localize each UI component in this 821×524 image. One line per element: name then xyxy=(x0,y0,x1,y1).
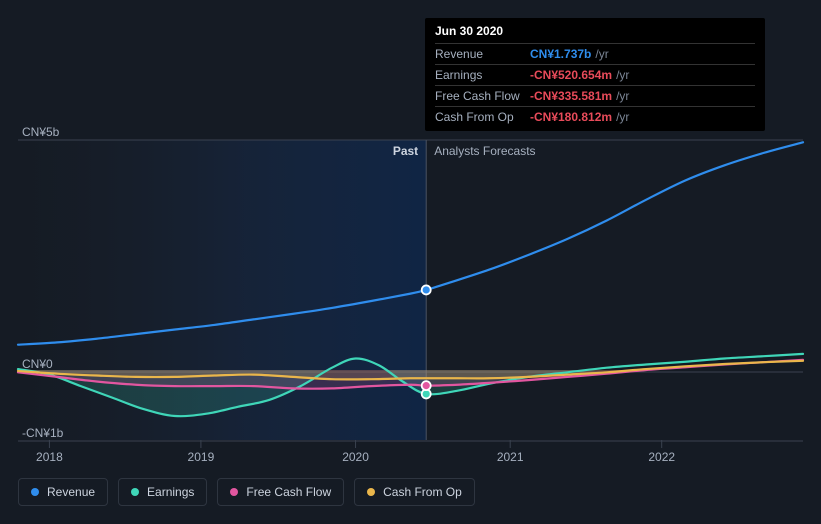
tooltip-row: Earnings-CN¥520.654m/yr xyxy=(435,65,755,86)
y-axis-label: CN¥5b xyxy=(22,125,60,139)
tooltip-row: RevenueCN¥1.737b/yr xyxy=(435,44,755,65)
legend-label: Free Cash Flow xyxy=(246,485,331,499)
tooltip-row-value: CN¥1.737b xyxy=(530,47,591,61)
series-marker-revenue xyxy=(422,285,431,294)
tooltip-row-value: -CN¥520.654m xyxy=(530,68,612,82)
y-axis-label: CN¥0 xyxy=(22,357,53,371)
forecast-chart: CN¥5b CN¥0 -CN¥1b Past Analysts Forecasts 201… xyxy=(0,0,821,524)
region-label-future: Analysts Forecasts xyxy=(434,144,535,158)
legend-label: Cash From Op xyxy=(383,485,462,499)
tooltip-row-label: Revenue xyxy=(435,47,530,61)
tooltip-row-label: Cash From Op xyxy=(435,110,530,124)
region-label-past: Past xyxy=(393,144,418,158)
tooltip-row-label: Free Cash Flow xyxy=(435,89,530,103)
legend-label: Revenue xyxy=(47,485,95,499)
tooltip-title: Jun 30 2020 xyxy=(435,24,755,44)
legend-item-cfo[interactable]: Cash From Op xyxy=(354,478,475,506)
legend-label: Earnings xyxy=(147,485,194,499)
tooltip-row-unit: /yr xyxy=(595,47,608,61)
tooltip-row-value: -CN¥335.581m xyxy=(530,89,612,103)
series-marker-fcf xyxy=(422,381,431,390)
legend-dot xyxy=(31,488,39,496)
x-axis-label: 2018 xyxy=(36,450,63,464)
x-axis-label: 2022 xyxy=(648,450,675,464)
legend-item-fcf[interactable]: Free Cash Flow xyxy=(217,478,344,506)
tooltip-row-unit: /yr xyxy=(616,68,629,82)
x-axis-label: 2019 xyxy=(188,450,215,464)
legend-item-revenue[interactable]: Revenue xyxy=(18,478,108,506)
legend-dot xyxy=(131,488,139,496)
x-axis-label: 2021 xyxy=(497,450,524,464)
legend-dot xyxy=(230,488,238,496)
legend-item-earnings[interactable]: Earnings xyxy=(118,478,207,506)
tooltip-row-label: Earnings xyxy=(435,68,530,82)
legend: Revenue Earnings Free Cash Flow Cash From O… xyxy=(18,478,475,506)
legend-dot xyxy=(367,488,375,496)
tooltip-row: Cash From Op-CN¥180.812m/yr xyxy=(435,107,755,127)
y-axis-label: -CN¥1b xyxy=(22,426,64,440)
x-axis-label: 2020 xyxy=(342,450,369,464)
chart-tooltip: Jun 30 2020 RevenueCN¥1.737b/yrEarnings-… xyxy=(425,18,765,131)
tooltip-row-value: -CN¥180.812m xyxy=(530,110,612,124)
tooltip-row: Free Cash Flow-CN¥335.581m/yr xyxy=(435,86,755,107)
tooltip-row-unit: /yr xyxy=(616,110,629,124)
tooltip-row-unit: /yr xyxy=(616,89,629,103)
